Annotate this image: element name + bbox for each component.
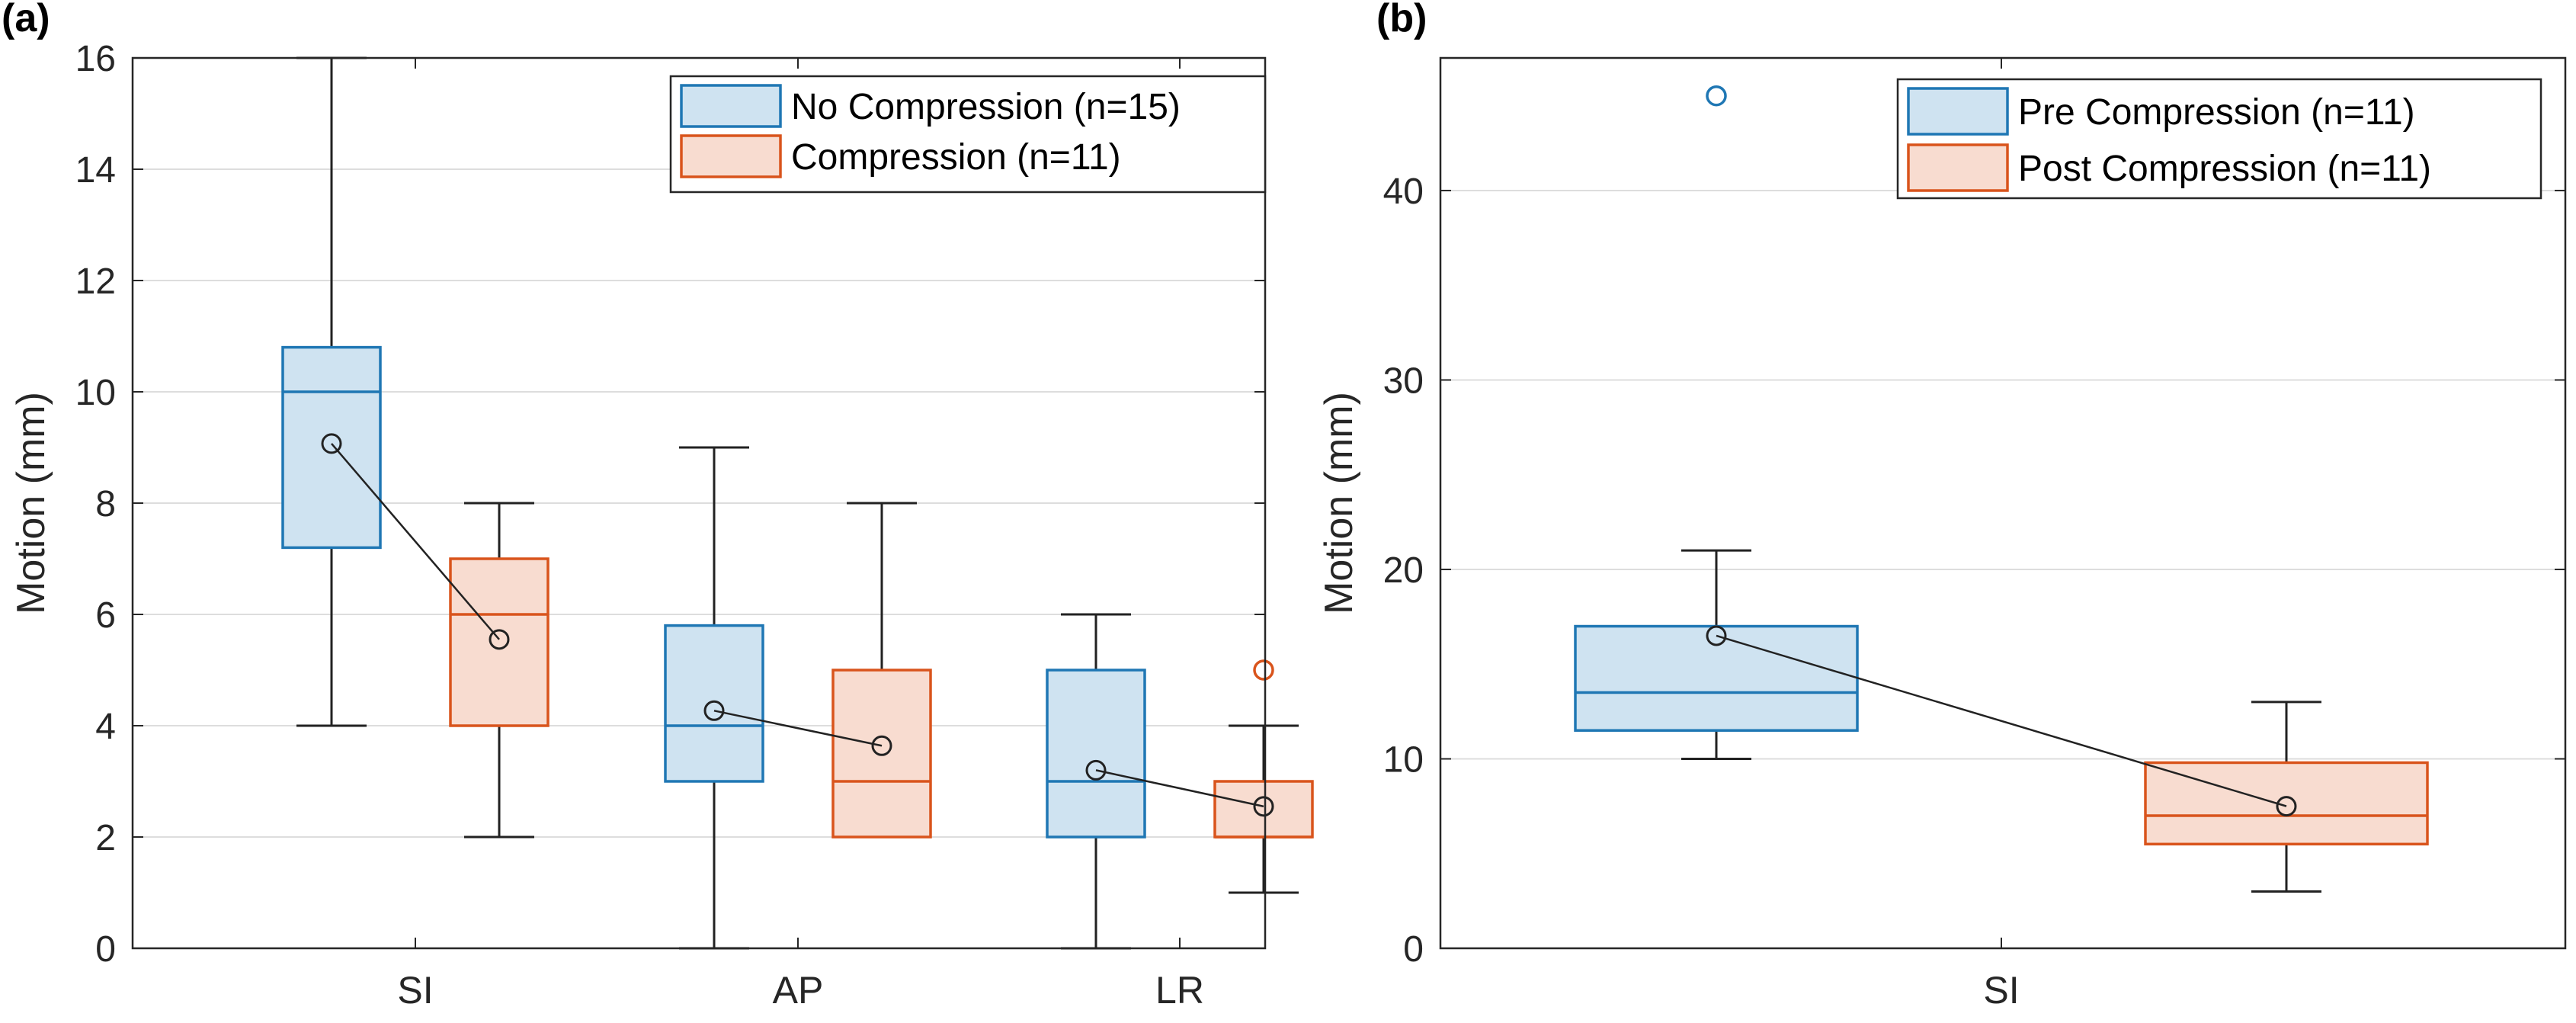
legend-label-post-compression: Post Compression (n=11) [2018,149,2431,189]
box-no-compression-si [281,56,382,727]
box-compression-lr-outlier-0 [1253,659,1274,681]
ytick-label-14: 14 [75,150,116,191]
ytick-label-10: 10 [1383,739,1424,780]
box-pre-compression-si [1574,85,1859,760]
box-pre-compression-si-iqr [1574,624,1859,732]
box-no-compression-ap [664,446,764,950]
mean-marker-no-compression-lr [1085,759,1107,781]
mean-marker-compression-lr [1253,796,1274,817]
ytick-label-12: 12 [75,261,116,302]
mean-marker-compression-si [489,629,510,650]
box-no-compression-lr [1046,613,1146,950]
box-post-compression-si-iqr [2144,761,2429,846]
legend-label-no-compression: No Compression (n=15) [791,87,1181,127]
xtick-label-si: SI [1983,969,2019,1012]
ytick-label-20: 20 [1383,550,1424,591]
mean-line-ap [713,710,883,747]
chart-b: 0 10 20 30 40 Motion (mm) SI Pre Compression (n… [1317,56,2567,1012]
mean-marker-no-compression-si [321,433,342,454]
panel-label-a: (a) [2,0,50,40]
mean-marker-compression-ap [871,735,892,756]
ytick-label-30: 30 [1383,361,1424,401]
axes-frame [1439,56,2567,950]
box-post-compression-si [2144,701,2429,893]
legend-label-pre-compression: Pre Compression (n=11) [2018,92,2415,133]
box-compression-si-iqr [449,557,549,727]
ytick-label-10: 10 [75,373,116,413]
box-no-compression-ap-iqr [664,624,764,783]
box-no-compression-lr-iqr [1046,669,1146,839]
ytick-label-8: 8 [95,484,116,524]
box-compression-lr [1213,659,1314,894]
box-compression-si [449,502,549,839]
legend-swatch-pre-compression [1907,87,2009,136]
box-compression-ap-iqr [831,669,932,839]
ytick-label-4: 4 [95,707,116,747]
axes-frame [131,56,1267,950]
ytick-label-0: 0 [1403,929,1424,970]
xtick-label-lr: LR [1155,969,1204,1012]
legend-swatch-compression [680,134,782,178]
ytick-label-16: 16 [75,39,116,79]
xtick-label-ap: AP [773,969,824,1012]
ytick-label-2: 2 [95,818,116,858]
box-pre-compression-si-outlier-0 [1706,85,1727,107]
mean-marker-no-compression-ap [703,700,725,721]
mean-marker-pre-compression-si [1706,625,1727,646]
legend: No Compression (n=15) Compression (n=11) [669,75,1267,194]
mean-line-lr [1095,769,1264,808]
legend-swatch-no-compression [680,84,782,128]
legend: Pre Compression (n=11) Post Compression (… [1896,78,2542,200]
ytick-label-0: 0 [95,929,116,970]
panel-label-b: (b) [1376,0,1427,40]
box-no-compression-si-iqr [281,345,382,550]
mean-line-si [1716,634,2287,807]
mean-marker-post-compression-si [2276,796,2297,817]
box-compression-ap [831,502,932,839]
legend-swatch-post-compression [1907,143,2009,192]
ytick-label-6: 6 [95,595,116,636]
legend-label-compression: Compression (n=11) [791,137,1121,178]
chart-a: 0 2 4 6 8 10 12 14 16 Motion (mm) SI AP LR No Compres… [9,39,1314,1012]
xtick-label-si: SI [397,969,433,1012]
mean-line-si [331,443,500,640]
y-axis-label: Motion (mm) [9,392,53,614]
box-compression-lr-iqr [1213,780,1314,839]
y-axis-label: Motion (mm) [1317,392,1361,614]
ytick-label-40: 40 [1383,172,1424,212]
